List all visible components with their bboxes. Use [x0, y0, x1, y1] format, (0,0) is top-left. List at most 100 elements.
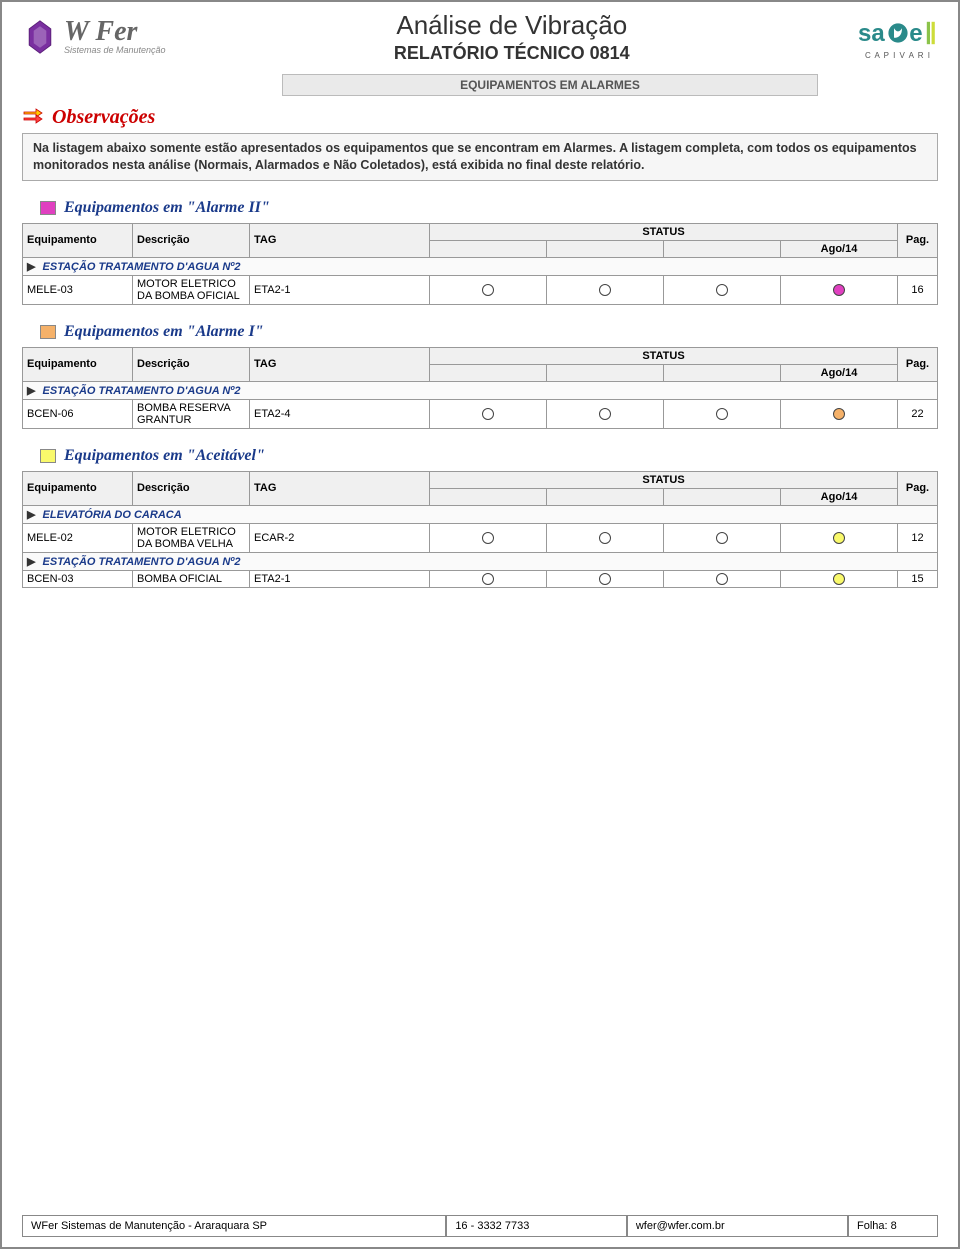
th-status: STATUS [430, 223, 898, 240]
footer-folha-label: Folha: [857, 1220, 888, 1232]
triangle-icon: ▶ [27, 509, 35, 521]
cell-tag: ETA2-4 [250, 399, 430, 428]
status-circle-icon [833, 408, 845, 420]
status-circle-icon [482, 408, 494, 420]
cell-status [547, 570, 664, 587]
svg-text:sa: sa [858, 20, 885, 47]
th-descricao: Descrição [133, 347, 250, 381]
observacoes-text: Na listagem abaixo somente estão apresen… [22, 133, 938, 181]
table-row: MELE-03MOTOR ELETRICO DA BOMBA OFICIALET… [23, 275, 938, 304]
cell-status [430, 523, 547, 552]
subgroup-row: ▶ ESTAÇÃO TRATAMENTO D'AGUA Nº2 [23, 552, 938, 570]
th-status-blank [430, 240, 547, 257]
cell-tag: ETA2-1 [250, 275, 430, 304]
status-circle-icon [599, 532, 611, 544]
table-row: MELE-02MOTOR ELETRICO DA BOMBA VELHAECAR… [23, 523, 938, 552]
footer-company: WFer Sistemas de Manutenção - Araraquara… [22, 1216, 446, 1237]
title-block: Análise de Vibração RELATÓRIO TÉCNICO 08… [166, 10, 858, 64]
th-pag: Pag. [898, 347, 938, 381]
triangle-icon: ▶ [27, 556, 35, 568]
logo-left: W Fer Sistemas de Manutenção [22, 19, 166, 55]
group-swatch [40, 325, 56, 339]
cell-equipamento: BCEN-06 [23, 399, 133, 428]
cell-tag: ECAR-2 [250, 523, 430, 552]
group-title: Equipamentos em "Aceitável" [64, 447, 265, 465]
th-status-period: Ago/14 [781, 364, 898, 381]
th-tag: TAG [250, 223, 430, 257]
th-pag: Pag. [898, 471, 938, 505]
equipment-group: Equipamentos em "Alarme II" EquipamentoDe… [22, 199, 938, 305]
cell-status [430, 399, 547, 428]
subgroup-row: ▶ ESTAÇÃO TRATAMENTO D'AGUA Nº2 [23, 257, 938, 275]
table-row: BCEN-06BOMBA RESERVA GRANTURETA2-422 [23, 399, 938, 428]
wfer-icon [22, 19, 58, 55]
cell-status [547, 275, 664, 304]
subgroup-row: ▶ ELEVATÓRIA DO CARACA [23, 505, 938, 523]
status-circle-icon [599, 573, 611, 585]
th-status-blank [547, 240, 664, 257]
cell-pag: 12 [898, 523, 938, 552]
status-circle-icon [599, 284, 611, 296]
th-equipamento: Equipamento [23, 471, 133, 505]
footer-folha: Folha: 8 [848, 1216, 938, 1237]
triangle-icon: ▶ [27, 261, 35, 273]
th-status-period: Ago/14 [781, 488, 898, 505]
equipment-table: EquipamentoDescriçãoTAGSTATUSPag.Ago/14▶… [22, 223, 938, 305]
report-header: W Fer Sistemas de Manutenção Análise de … [2, 2, 958, 68]
th-descricao: Descrição [133, 471, 250, 505]
status-circle-icon [716, 408, 728, 420]
cell-status [781, 523, 898, 552]
cell-equipamento: MELE-02 [23, 523, 133, 552]
report-footer: WFer Sistemas de Manutenção - Araraquara… [22, 1215, 938, 1237]
cell-status [547, 399, 664, 428]
cell-pag: 15 [898, 570, 938, 587]
th-status-blank [664, 240, 781, 257]
th-status-blank [664, 364, 781, 381]
status-circle-icon [482, 532, 494, 544]
arrow-icon [22, 108, 44, 128]
cell-equipamento: MELE-03 [23, 275, 133, 304]
th-tag: TAG [250, 471, 430, 505]
footer-folha-number: 8 [891, 1220, 897, 1232]
observacoes-section: Observações Na listagem abaixo somente e… [22, 106, 938, 181]
group-title: Equipamentos em "Alarme II" [64, 199, 270, 217]
cell-status [664, 399, 781, 428]
cell-status [781, 399, 898, 428]
subheader-bar: EQUIPAMENTOS EM ALARMES [282, 74, 818, 96]
cell-status [430, 275, 547, 304]
cell-tag: ETA2-1 [250, 570, 430, 587]
cell-equipamento: BCEN-03 [23, 570, 133, 587]
brand-name: W Fer [64, 19, 166, 44]
th-status: STATUS [430, 471, 898, 488]
brand-tagline: Sistemas de Manutenção [64, 45, 166, 55]
cell-pag: 16 [898, 275, 938, 304]
status-circle-icon [833, 573, 845, 585]
cell-descricao: MOTOR ELETRICO DA BOMBA OFICIAL [133, 275, 250, 304]
logo-right-subtitle: C A P I V A R I [865, 51, 931, 60]
group-swatch [40, 449, 56, 463]
th-status-blank [547, 364, 664, 381]
cell-status [781, 275, 898, 304]
th-status-period: Ago/14 [781, 240, 898, 257]
th-status: STATUS [430, 347, 898, 364]
cell-descricao: BOMBA OFICIAL [133, 570, 250, 587]
status-circle-icon [482, 284, 494, 296]
cell-status [430, 570, 547, 587]
th-equipamento: Equipamento [23, 223, 133, 257]
th-tag: TAG [250, 347, 430, 381]
status-circle-icon [833, 532, 845, 544]
cell-status [781, 570, 898, 587]
cell-status [664, 570, 781, 587]
th-descricao: Descrição [133, 223, 250, 257]
group-swatch [40, 201, 56, 215]
footer-phone: 16 - 3332 7733 [446, 1216, 627, 1237]
report-title: Análise de Vibração [166, 10, 858, 41]
observacoes-title: Observações [52, 106, 155, 129]
cell-status [547, 523, 664, 552]
th-status-blank [664, 488, 781, 505]
status-circle-icon [599, 408, 611, 420]
cell-descricao: MOTOR ELETRICO DA BOMBA VELHA [133, 523, 250, 552]
equipment-group: Equipamentos em "Alarme I"EquipamentoDes… [22, 323, 938, 429]
status-circle-icon [716, 284, 728, 296]
status-circle-icon [482, 573, 494, 585]
